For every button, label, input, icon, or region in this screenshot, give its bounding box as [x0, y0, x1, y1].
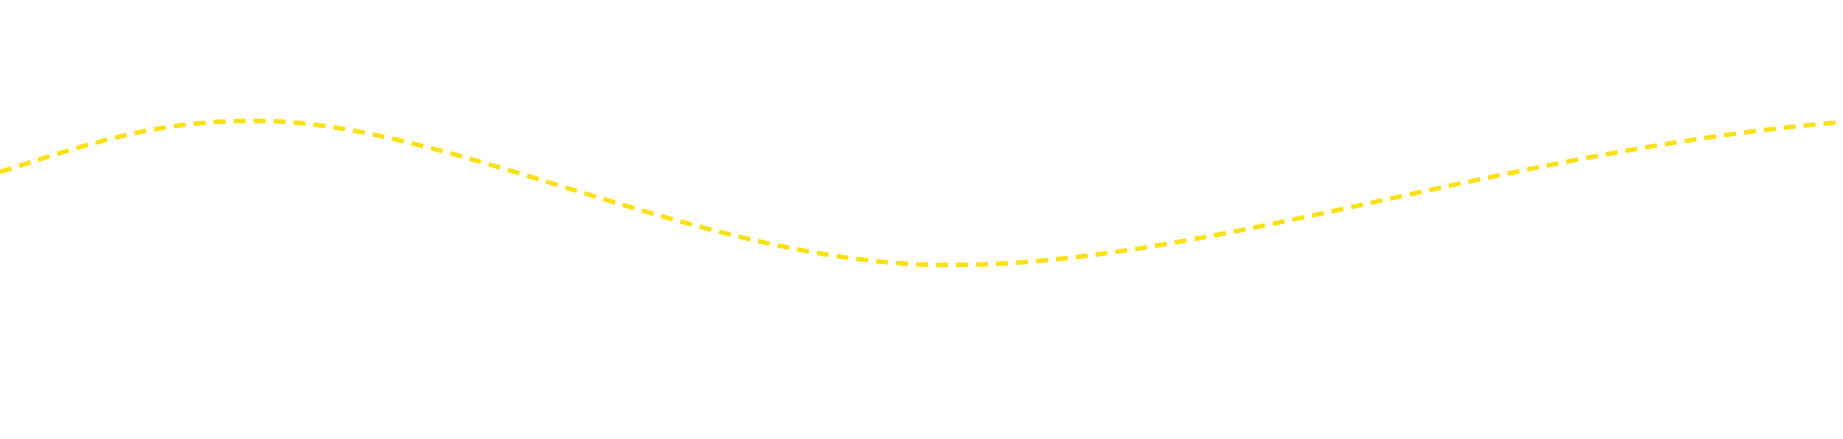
dashed-wave: [0, 118, 1843, 268]
